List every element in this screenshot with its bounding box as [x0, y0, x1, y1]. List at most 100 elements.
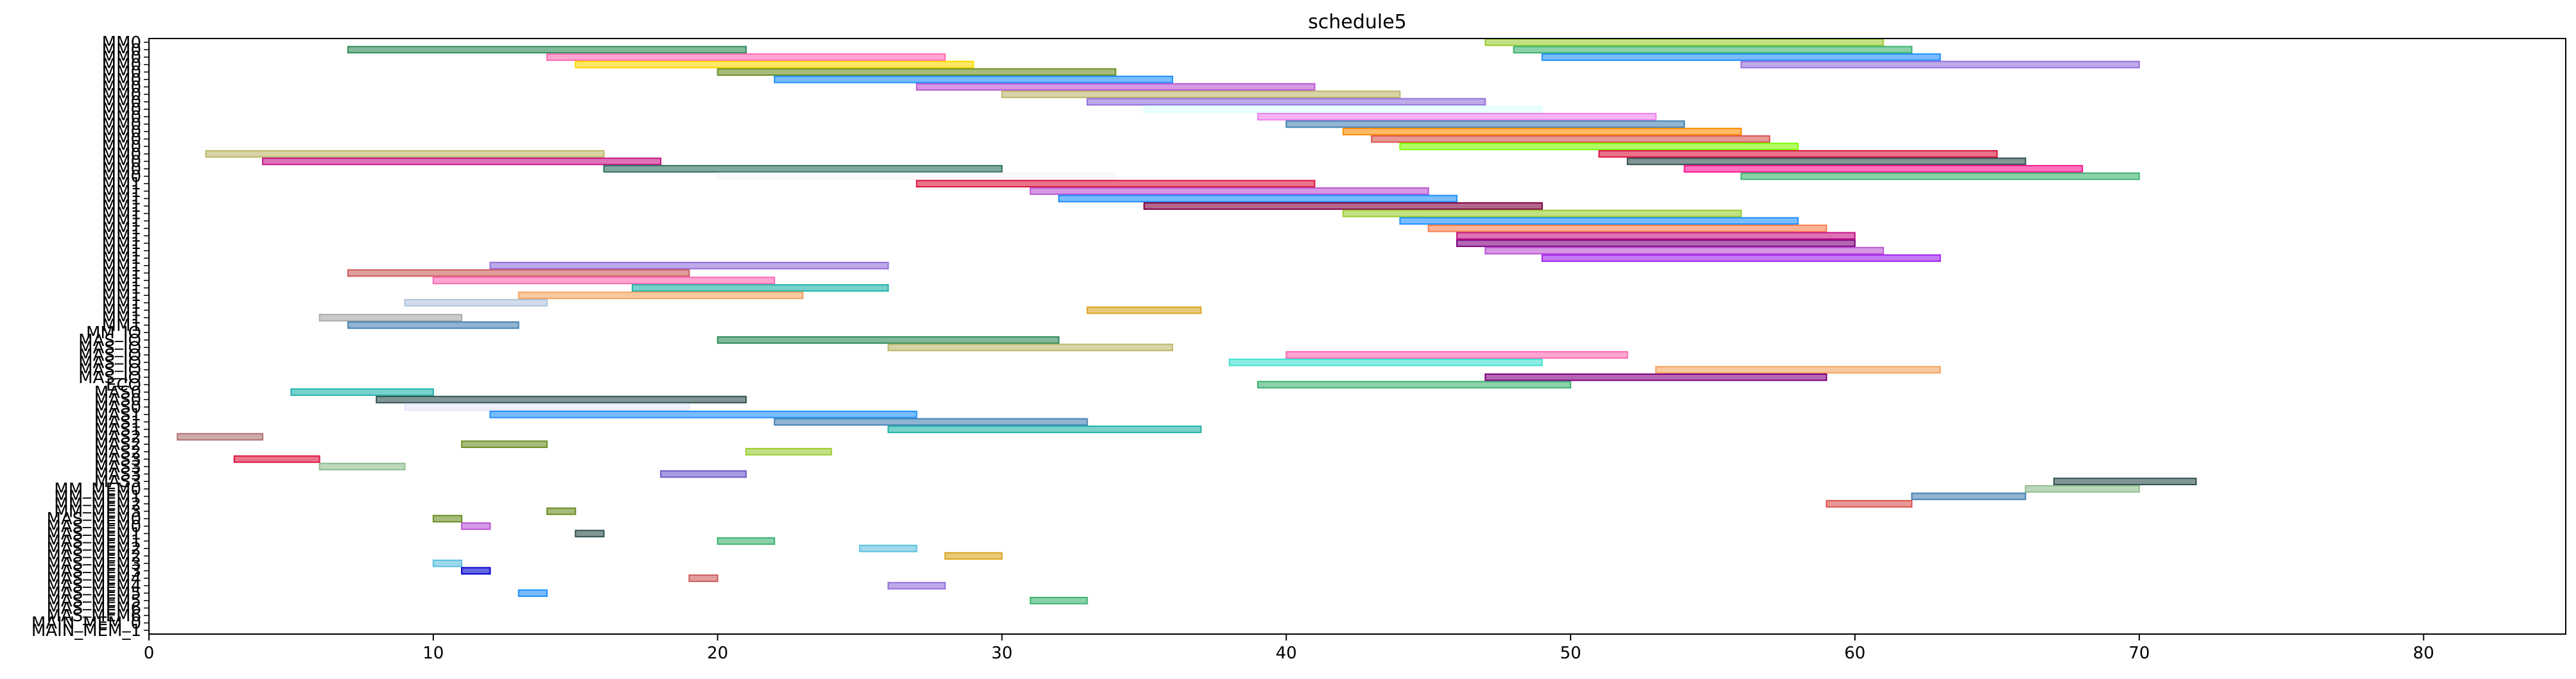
x-tick-label: 20	[707, 644, 728, 663]
task-bar	[1740, 172, 2140, 180]
y-tick-label: MAS_MEM1	[46, 524, 141, 544]
task-bar	[1541, 254, 1941, 262]
task-bar	[944, 552, 1003, 560]
y-tick-label: MAS_MEM6	[46, 606, 141, 626]
task-bar	[1371, 135, 1771, 143]
task-bar	[1655, 366, 1941, 374]
y-tick-label: MM0	[102, 137, 141, 157]
task-bar	[404, 298, 548, 307]
task-bar	[1228, 358, 1543, 366]
y-tick-label: MAS0	[94, 398, 141, 417]
y-tick-label: MAIN_MEM_0	[31, 614, 141, 633]
task-bar	[660, 470, 747, 478]
task-bar	[461, 440, 548, 449]
y-tick-label: MM1	[102, 189, 141, 209]
y-tick-label: MM0	[102, 48, 141, 67]
task-bar	[347, 269, 690, 277]
y-tick-label: MM0	[102, 145, 141, 164]
task-bar	[717, 336, 1060, 344]
y-tick-label: MAIN_MEM_1	[31, 621, 141, 640]
x-tick-label: 40	[1276, 644, 1297, 663]
task-bar	[774, 75, 1174, 83]
plot-frame	[148, 38, 2566, 635]
y-tick-label: MAS_MEM4	[46, 569, 141, 589]
y-tick-label: MM0	[102, 123, 141, 142]
task-bar	[432, 559, 463, 567]
task-bar	[1029, 187, 1429, 195]
task-bar	[1456, 239, 1856, 247]
task-bar	[1257, 381, 1572, 389]
task-bar	[1143, 105, 1543, 114]
task-bar	[262, 157, 662, 166]
task-bar	[1911, 492, 2026, 501]
task-bar	[290, 388, 434, 396]
task-bar	[887, 343, 1174, 352]
chart-title: schedule5	[1308, 11, 1407, 33]
y-tick-label: MAS0	[94, 383, 141, 402]
x-tick-label: 50	[1560, 644, 1581, 663]
y-tick-label: MAS2	[94, 435, 141, 454]
task-bar	[887, 581, 946, 590]
task-bar	[1484, 38, 1884, 46]
y-tick-label: MM0	[102, 78, 141, 97]
y-tick-label: MM0	[102, 108, 141, 127]
y-tick-label: MAS_MEM2	[46, 540, 141, 559]
x-tick-label: 10	[422, 644, 444, 663]
y-tick-label: MM0	[102, 100, 141, 119]
y-tick-label: MAS1	[94, 406, 141, 425]
x-tick-label: 30	[991, 644, 1013, 663]
y-tick-label: MAS_MEM6	[46, 599, 141, 618]
y-tick-label: MM1	[102, 309, 141, 328]
task-bar	[631, 284, 889, 292]
y-tick-label: MM1	[102, 205, 141, 224]
task-bar	[745, 447, 832, 456]
task-bar	[1257, 112, 1657, 121]
y-tick-label: MM1	[102, 264, 141, 283]
y-tick-label: MM1	[102, 175, 141, 194]
task-bar	[546, 507, 577, 515]
y-tick-label: MAS0	[94, 391, 141, 410]
y-tick-label: MM1	[102, 286, 141, 305]
task-bar	[432, 515, 463, 523]
task-bar	[1456, 232, 1856, 240]
y-tick-label: MM0	[102, 130, 141, 150]
task-bar	[1484, 246, 1884, 255]
x-axis: 0 10 20 30 40 50 60 70 80	[144, 634, 2434, 663]
task-bar	[688, 574, 718, 582]
task-bar	[717, 172, 1117, 180]
y-tick-label: MM0	[102, 85, 141, 105]
task-bar	[318, 463, 406, 470]
bars-layer	[177, 38, 2197, 605]
y-tick-label: MM1	[102, 242, 141, 261]
y-tick-label: MM0	[102, 115, 141, 134]
x-tick-label: 0	[144, 644, 155, 663]
y-tick-label: MM0	[102, 168, 141, 187]
y-tick-label: MAS_MEM3	[46, 562, 141, 581]
x-tick-label: 60	[1844, 644, 1865, 663]
y-tick-label: MAS3	[94, 458, 141, 477]
y-tick-label: MM_MEM2	[54, 495, 141, 514]
task-bar	[1058, 194, 1458, 203]
y-tick-label: MAS_MEM0	[46, 517, 141, 537]
y-axis: MM0MM0MM0MM0MM0MM0MM0MM0MM0MM0MM0MM0MM0M…	[31, 33, 149, 640]
task-bar	[347, 46, 747, 54]
task-bar	[177, 433, 264, 441]
task-bar	[1086, 306, 1202, 314]
task-bar	[717, 68, 1117, 76]
y-tick-label: MM1	[102, 301, 141, 320]
task-bar	[1825, 500, 1913, 508]
y-tick-label: MAS_IO	[78, 368, 141, 388]
task-bar	[432, 277, 776, 284]
task-bar	[575, 60, 975, 69]
task-bar	[1541, 53, 1941, 61]
task-bar	[318, 314, 463, 322]
task-bar	[717, 537, 776, 545]
y-tick-label: MM1	[102, 197, 141, 216]
task-bar	[1484, 373, 1827, 381]
task-bar	[1029, 596, 1088, 605]
y-tick-label: MM1	[102, 271, 141, 291]
y-tick-label: MAS_MEM5	[46, 592, 141, 611]
x-tick-label: 80	[2413, 644, 2434, 663]
y-tick-label: MM1	[102, 249, 141, 268]
